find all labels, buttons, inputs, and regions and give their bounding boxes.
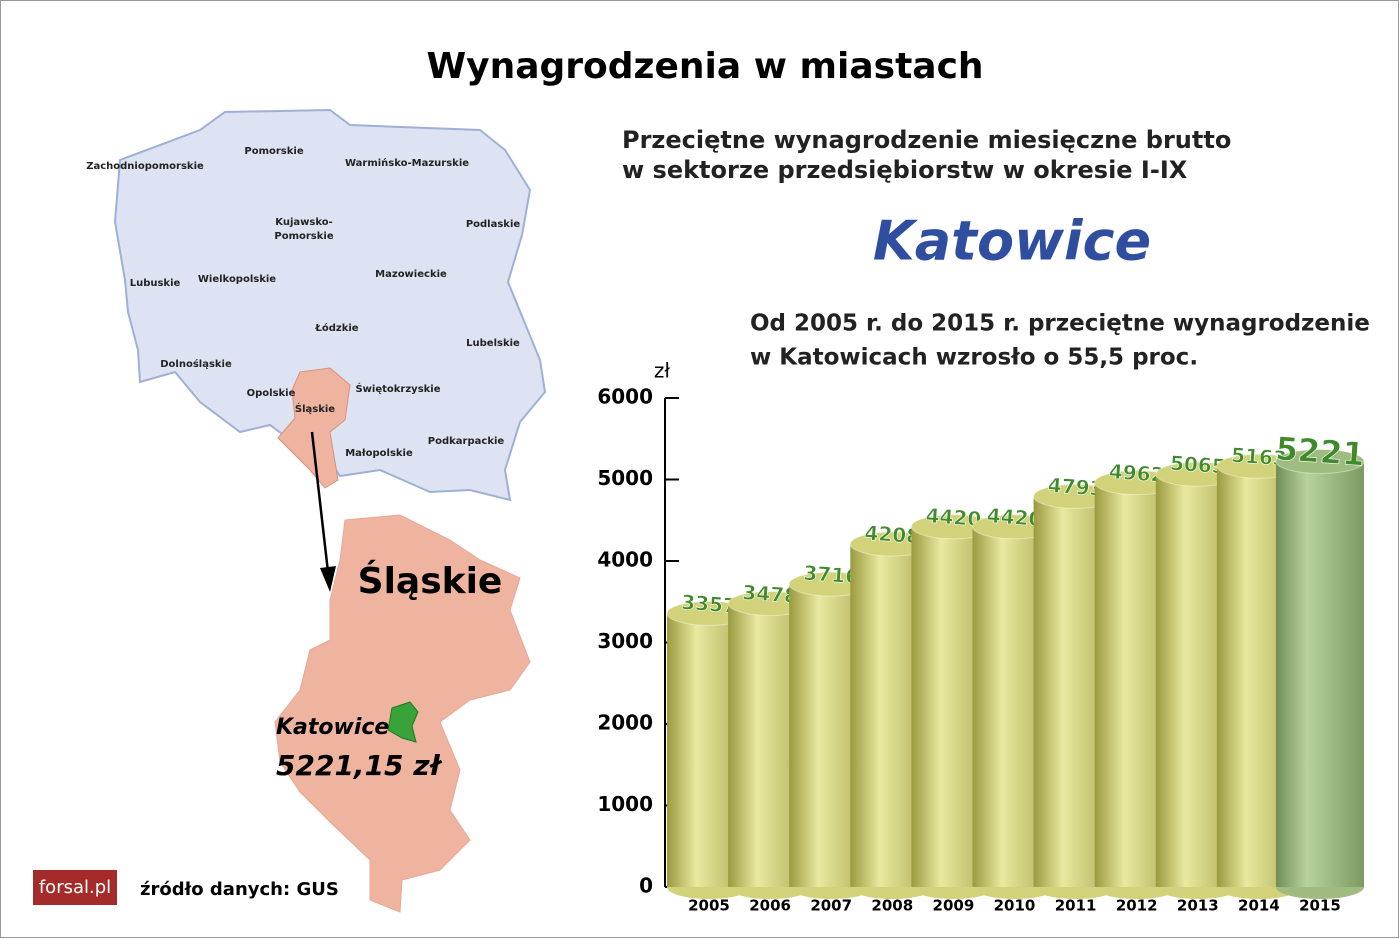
- region-label: Zachodniopomorskie: [86, 161, 204, 172]
- logo-text: forsal.pl: [39, 877, 111, 898]
- region-label: Świętokrzyskie: [355, 382, 440, 395]
- subtitle: Przeciętne wynagrodzenie miesięczne brut…: [622, 126, 1231, 154]
- city-title: Katowice: [873, 210, 1151, 273]
- map-city: Katowice: [276, 715, 389, 740]
- value-label: 5221: [1274, 429, 1365, 473]
- region-label: Pomorskie: [244, 146, 303, 157]
- source: źródło danych: GUS: [140, 879, 339, 900]
- region-label: Kujawsko-: [275, 217, 332, 228]
- region-label: Mazowieckie: [375, 269, 447, 280]
- value-label: 4962: [1108, 459, 1165, 487]
- x-tick-label: 2015: [1299, 897, 1341, 915]
- x-tick-label: 2014: [1238, 897, 1280, 915]
- x-tick-label: 2012: [1116, 897, 1158, 915]
- x-tick-label: 2009: [933, 897, 975, 915]
- region-label: Opolskie: [247, 388, 296, 399]
- bar: [1276, 461, 1364, 887]
- x-tick-label: 2010: [994, 897, 1036, 915]
- region-label: Małopolskie: [345, 448, 413, 459]
- arrow-head: [320, 566, 336, 592]
- region-label: Warmińsko-Mazurskie: [345, 157, 469, 169]
- map-city-value: 5221,15 zł: [276, 749, 443, 782]
- slaskie-small: [277, 367, 351, 489]
- y-tick-label: 6000: [597, 385, 653, 409]
- title: Wynagrodzenia w miastach: [426, 46, 983, 87]
- region-label: Pomorskie: [274, 231, 333, 242]
- poland-map: [113, 108, 547, 502]
- x-tick-label: 2011: [1055, 897, 1097, 915]
- y-tick-label: 4000: [597, 548, 653, 572]
- region-title: Śląskie: [358, 560, 503, 602]
- y-axis-label: zł: [654, 359, 670, 383]
- y-tick-label: 2000: [597, 711, 653, 735]
- y-tick-label: 5000: [597, 466, 653, 490]
- y-tick-label: 1000: [597, 792, 653, 816]
- x-tick-label: 2006: [749, 897, 791, 915]
- region-label: Dolnośląskie: [160, 358, 232, 370]
- description: w Katowicach wzrosło o 55,5 proc.: [750, 345, 1198, 371]
- x-tick-label: 2007: [810, 897, 852, 915]
- katowice-area: [387, 701, 419, 743]
- region-label: Łódzkie: [314, 322, 358, 334]
- x-tick-label: 2013: [1177, 897, 1219, 915]
- bar-top: [1275, 448, 1365, 474]
- x-tick-label: 2008: [871, 897, 913, 915]
- subtitle: w sektorze przedsiębiorstw w okresie I-I…: [622, 156, 1188, 184]
- arrow: [310, 431, 330, 573]
- region-label: Wielkopolskie: [198, 274, 276, 285]
- region-label: Lubuskie: [130, 278, 181, 289]
- description: Od 2005 r. do 2015 r. przeciętne wynagro…: [750, 311, 1370, 337]
- y-tick-label: 3000: [597, 629, 653, 653]
- logo: [33, 870, 117, 905]
- region-label: Podkarpackie: [428, 436, 505, 447]
- region-label: Śląskie: [295, 402, 335, 415]
- y-tick-label: 0: [639, 874, 653, 898]
- region-label: Podlaskie: [466, 219, 521, 230]
- x-tick-label: 2005: [688, 897, 730, 915]
- region-label: Lubelskie: [466, 338, 520, 349]
